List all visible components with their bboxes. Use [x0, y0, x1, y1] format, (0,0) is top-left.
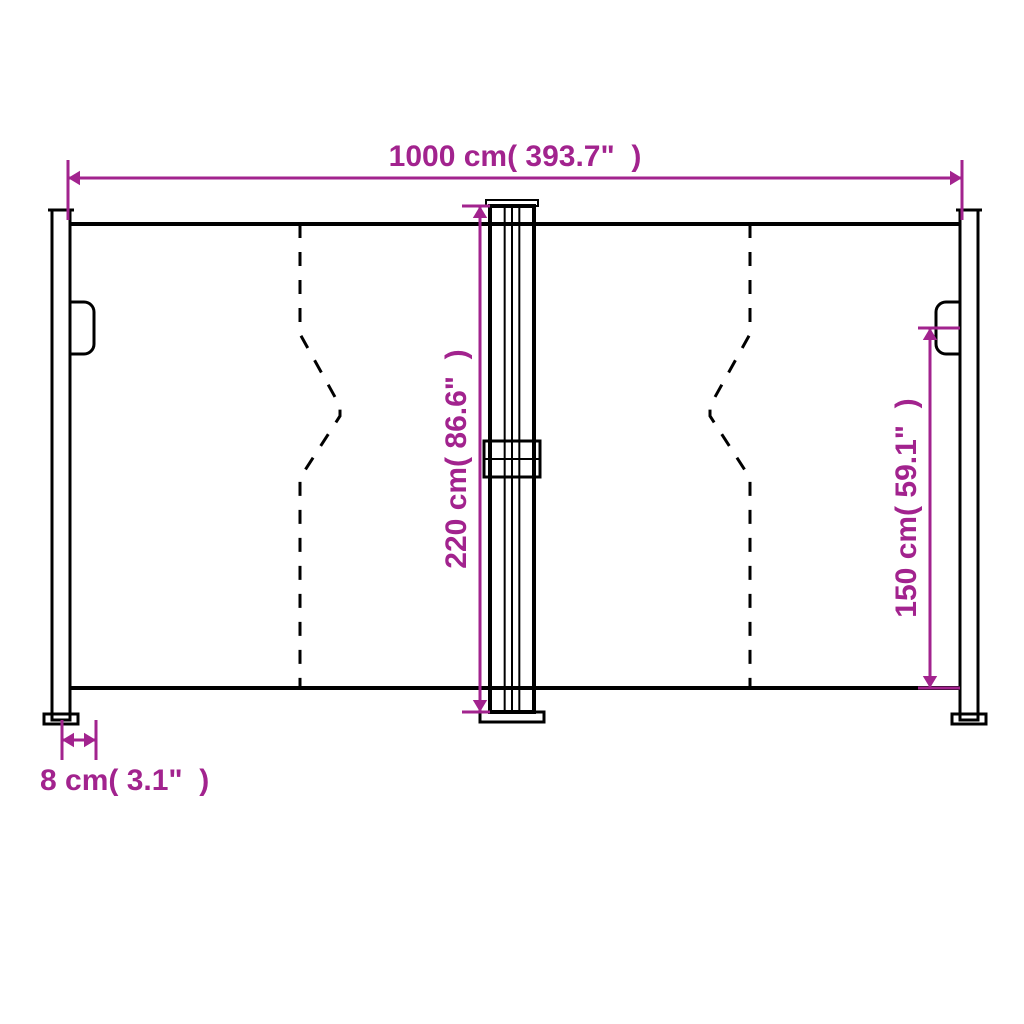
dim-width-label: 1000 cm( 393.7" )	[389, 140, 642, 173]
dim-foot-label: 8 cm( 3.1" )	[40, 764, 209, 797]
dim-height-center-label: 220 cm( 86.6" )	[440, 349, 473, 568]
dim-height-right-label: 150 cm( 59.1" )	[890, 398, 923, 617]
